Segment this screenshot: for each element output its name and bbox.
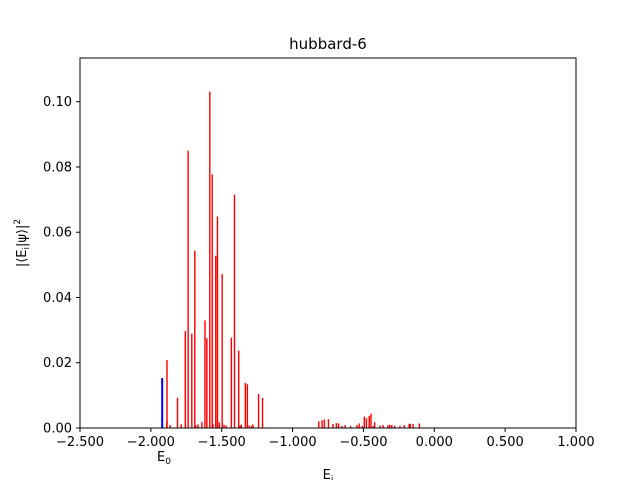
bar bbox=[387, 425, 389, 428]
bar bbox=[244, 382, 247, 428]
bar bbox=[373, 422, 376, 428]
bar bbox=[409, 423, 411, 428]
x-tick-label: 1.000 bbox=[557, 435, 594, 450]
y-tick-label: 0.04 bbox=[43, 291, 72, 306]
bar bbox=[321, 420, 323, 428]
bar bbox=[252, 424, 254, 428]
bar bbox=[225, 425, 227, 428]
bar bbox=[195, 425, 197, 428]
bar bbox=[365, 418, 368, 428]
bar bbox=[412, 424, 414, 428]
bar bbox=[257, 394, 260, 428]
bar bbox=[194, 250, 196, 428]
bar bbox=[233, 194, 236, 428]
bar bbox=[206, 338, 208, 428]
y-axis-label: |⟨Ei|ψ⟩|2 bbox=[13, 219, 32, 267]
bar bbox=[221, 274, 223, 428]
bar bbox=[327, 419, 330, 428]
bar bbox=[363, 416, 365, 428]
bar bbox=[337, 423, 340, 428]
bar bbox=[388, 424, 391, 428]
bar bbox=[180, 424, 182, 428]
bar bbox=[403, 425, 405, 428]
bar bbox=[204, 320, 206, 428]
y-tick-label: 0.10 bbox=[43, 95, 72, 110]
x-tick-label: −2.000 bbox=[127, 435, 175, 450]
plot-frame bbox=[79, 57, 577, 429]
y-tick-label: 0.08 bbox=[43, 160, 72, 175]
y-tick-label: 0.06 bbox=[43, 226, 72, 241]
x-tick-label: −0.500 bbox=[339, 435, 387, 450]
x-tick-label: −2.500 bbox=[56, 435, 104, 450]
bar bbox=[372, 426, 374, 428]
bar bbox=[212, 424, 214, 428]
bar bbox=[358, 423, 360, 428]
y-tick-label: 0.00 bbox=[43, 422, 72, 437]
bar bbox=[344, 425, 346, 428]
x-tick-label: 0.500 bbox=[487, 435, 524, 450]
bar bbox=[408, 423, 410, 428]
bar bbox=[399, 426, 401, 428]
bar bbox=[332, 424, 334, 428]
x-tick-label: 0.000 bbox=[416, 435, 453, 450]
bar bbox=[246, 384, 249, 428]
bar bbox=[209, 91, 211, 429]
bar bbox=[216, 216, 219, 428]
bar bbox=[248, 425, 250, 428]
bar bbox=[215, 255, 217, 428]
bar bbox=[379, 425, 381, 428]
bar bbox=[176, 397, 179, 428]
bar-group bbox=[166, 91, 421, 429]
bar bbox=[370, 413, 372, 428]
x-tick-label: −1.500 bbox=[198, 435, 246, 450]
bar bbox=[261, 397, 264, 428]
bar bbox=[382, 425, 384, 428]
bar bbox=[391, 425, 393, 428]
bar bbox=[166, 360, 168, 428]
bar bbox=[238, 350, 240, 428]
bar bbox=[318, 421, 320, 428]
bar bbox=[394, 425, 396, 428]
bar bbox=[201, 422, 203, 428]
bar bbox=[197, 424, 199, 428]
bar bbox=[169, 425, 171, 428]
bar bbox=[418, 423, 421, 428]
bar bbox=[250, 426, 253, 428]
y-tick-label: 0.02 bbox=[43, 356, 72, 371]
bar bbox=[184, 331, 187, 428]
bar bbox=[239, 425, 241, 428]
x-tick-label: −1.000 bbox=[269, 435, 317, 450]
y-axis-ticks: 0.00 0.02 0.04 0.06 0.08 0.10 bbox=[43, 95, 80, 437]
bar bbox=[341, 426, 343, 428]
bar bbox=[230, 337, 233, 428]
ground-state-group bbox=[161, 378, 164, 428]
bar bbox=[191, 333, 193, 428]
bar bbox=[187, 150, 189, 428]
bar bbox=[349, 426, 352, 428]
chart-title: hubbard-6 bbox=[289, 35, 367, 53]
bar bbox=[356, 425, 358, 428]
x-axis-label: Ei bbox=[323, 468, 334, 480]
bar bbox=[368, 415, 370, 428]
x-axis-ticks: −2.500 −2.000 −1.500 −1.000 −0.500 0.000 0.500… bbox=[56, 428, 595, 450]
bar bbox=[335, 423, 338, 428]
bar bbox=[211, 174, 213, 428]
bar bbox=[218, 422, 221, 428]
ground-state-bar bbox=[161, 378, 164, 428]
bar bbox=[361, 426, 364, 428]
bar bbox=[240, 424, 242, 428]
bar bbox=[223, 424, 225, 428]
bar bbox=[323, 419, 326, 428]
